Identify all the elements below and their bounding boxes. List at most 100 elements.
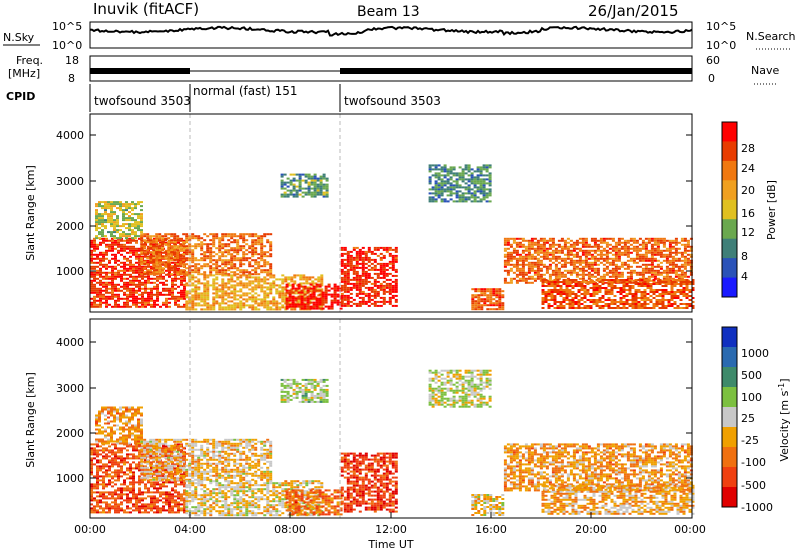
echo-cell (132, 265, 135, 268)
echo-cell (563, 265, 567, 268)
echo-cell (316, 183, 320, 186)
echo-cell (302, 276, 306, 279)
echo-cell (194, 257, 198, 260)
echo-cell (309, 295, 313, 298)
echo-cell (623, 253, 627, 256)
echo-cell (340, 284, 344, 287)
echo-cell (685, 289, 689, 291)
echo-cell (218, 249, 222, 252)
echo-cell (310, 179, 314, 182)
echo-cell (628, 279, 632, 281)
echo-cell (110, 233, 113, 236)
echo-cell (308, 300, 312, 303)
echo-cell (446, 172, 450, 175)
echo-cell (183, 283, 186, 286)
echo-cell (644, 253, 648, 256)
echo-cell (581, 243, 585, 246)
echo-cell (156, 279, 159, 282)
echo-cell (90, 499, 93, 502)
echo-cell (131, 231, 134, 234)
echo-cell (617, 243, 621, 246)
echo-cell (110, 221, 113, 224)
echo-cell (251, 235, 255, 238)
echo-cell (297, 303, 301, 306)
echo-cell (233, 271, 237, 274)
echo-cell (536, 265, 540, 268)
echo-cell (318, 299, 322, 302)
echo-cell (324, 293, 328, 296)
echo-cell (144, 299, 147, 302)
echo-cell (224, 255, 228, 258)
echo-cell (111, 497, 114, 500)
echo-cell (191, 288, 195, 291)
echo-cell (174, 297, 177, 300)
echo-cell (629, 269, 633, 272)
echo-cell (212, 282, 216, 285)
echo-cell (480, 304, 484, 307)
echo-cell (203, 273, 207, 276)
echo-cell (547, 305, 551, 307)
echo-cell (434, 172, 438, 175)
echo-cell (245, 282, 249, 285)
echo-cell (610, 287, 614, 289)
echo-cell (562, 291, 566, 293)
echo-cell (596, 263, 600, 266)
echo-cell (473, 176, 477, 179)
echo-cell (171, 285, 174, 288)
echo-cell (661, 293, 665, 295)
echo-cell (171, 281, 174, 284)
echo-cell (512, 277, 516, 280)
echo-cell (307, 173, 311, 176)
echo-cell (467, 196, 471, 199)
echo-cell (686, 253, 690, 256)
echo-cell (126, 267, 129, 270)
echo-cell (284, 296, 288, 299)
echo-cell (629, 259, 633, 262)
echo-cell (544, 295, 548, 297)
echo-cell (455, 186, 459, 189)
echo-cell (443, 166, 447, 169)
echo-cell (437, 182, 441, 185)
echo-cell (164, 261, 168, 264)
echo-cell (206, 290, 210, 293)
echo-cell (102, 491, 105, 494)
echo-cell (604, 287, 608, 289)
echo-cell (272, 298, 276, 301)
echo-cell (209, 274, 213, 277)
echo-cell (123, 261, 126, 264)
echo-cell (620, 245, 624, 248)
echo-cell (515, 261, 519, 264)
echo-cell (224, 282, 228, 285)
echo-cell (114, 443, 117, 446)
echo-cell (593, 275, 597, 278)
echo-cell (129, 259, 132, 262)
echo-cell (662, 275, 666, 278)
echo-cell (653, 239, 657, 242)
echo-cell (565, 295, 569, 297)
echo-cell (93, 443, 96, 446)
echo-cell (180, 295, 183, 298)
power-ylabel: Slant Range [km] (24, 165, 37, 261)
echo-cell (542, 273, 546, 276)
echo-cell (652, 279, 656, 281)
echo-cell (628, 285, 632, 287)
echo-cell (251, 294, 255, 297)
echo-cell (536, 251, 540, 254)
echo-cell (503, 263, 507, 266)
echo-cell (652, 283, 656, 285)
echo-cell (638, 243, 642, 246)
echo-cell (501, 304, 505, 307)
echo-cell (299, 294, 303, 297)
echo-cell (673, 307, 677, 309)
echo-cell (542, 265, 546, 268)
echo-cell (123, 239, 126, 242)
echo-cell (656, 245, 660, 248)
echo-cell (321, 297, 325, 300)
echo-cell (188, 278, 192, 281)
echo-cell (575, 275, 579, 278)
echo-cell (288, 289, 292, 292)
echo-cell (158, 253, 162, 256)
echo-cell (318, 293, 322, 296)
echo-cell (640, 295, 644, 297)
echo-cell (206, 284, 210, 287)
